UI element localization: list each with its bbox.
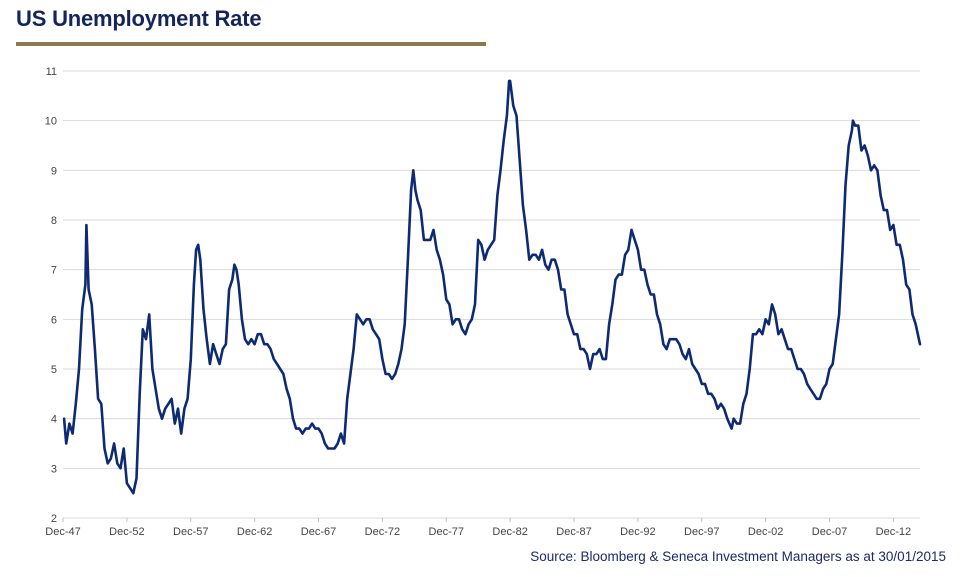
chart-title: US Unemployment Rate [16, 6, 262, 31]
y-tick-label: 4 [51, 414, 57, 426]
x-tick-label: Dec-12 [876, 526, 911, 538]
x-tick-label: Dec-82 [492, 526, 527, 538]
x-tick-label: Dec-07 [812, 526, 847, 538]
y-tick-label: 10 [45, 116, 57, 128]
x-tick-labels: Dec-47 Dec-52 Dec-57 Dec-62 Dec-67 Dec-72 Dec-… [45, 526, 911, 538]
y-tick-label: 3 [51, 463, 57, 475]
source-note: Source: Bloomberg & Seneca Investment Ma… [530, 549, 946, 564]
x-tick-label: Dec-52 [109, 526, 144, 538]
x-tick-label: Dec-87 [556, 526, 591, 538]
x-tick-label: Dec-47 [45, 526, 80, 538]
x-tick-label: Dec-72 [365, 526, 400, 538]
y-tick-label: 11 [46, 66, 57, 78]
y-tick-labels: 2 3 4 5 6 7 8 9 10 11 [45, 66, 57, 525]
y-tick-label: 2 [51, 513, 57, 525]
y-tick-label: 9 [51, 165, 57, 177]
x-tick-label: Dec-77 [429, 526, 464, 538]
x-tick-label: Dec-57 [173, 526, 208, 538]
x-tick-label: Dec-62 [237, 526, 272, 538]
y-tick-label: 5 [51, 364, 57, 376]
title-underline [16, 42, 486, 46]
x-tick-label: Dec-67 [301, 526, 336, 538]
x-tick-label: Dec-02 [748, 526, 783, 538]
series-layer [62, 79, 922, 495]
y-tick-label: 8 [51, 215, 57, 227]
x-tick-label: Dec-92 [620, 526, 655, 538]
grid-lines [62, 70, 920, 522]
series-line-1 [62, 79, 922, 495]
y-tick-label: 6 [51, 314, 57, 326]
x-tick-label: Dec-97 [684, 526, 719, 538]
y-tick-label: 7 [51, 265, 57, 277]
